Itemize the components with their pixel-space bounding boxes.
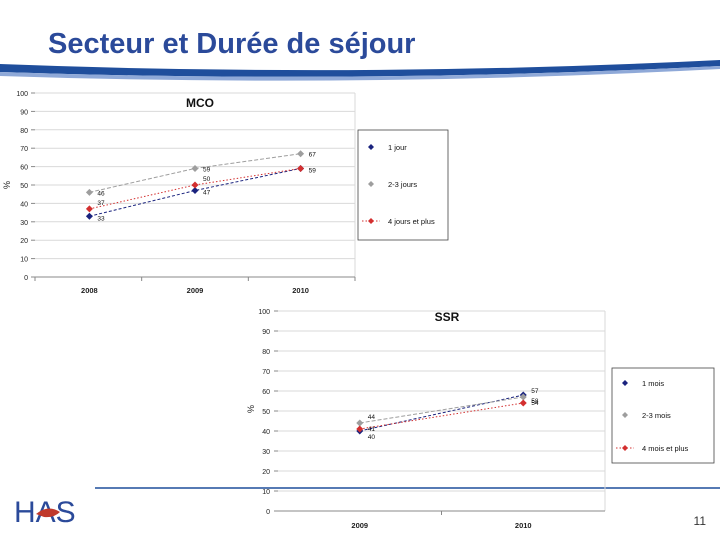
y-tick-label: 80	[20, 128, 28, 135]
data-label: 37	[97, 200, 105, 207]
data-label: 47	[203, 190, 211, 197]
series-line-0	[359, 394, 524, 432]
legend-label: 1 jour	[388, 143, 407, 152]
y-tick-label: 90	[262, 329, 270, 336]
data-label: 59	[309, 167, 317, 174]
data-label: 58	[531, 398, 539, 405]
legend-marker	[622, 412, 628, 418]
y-tick-label: 50	[262, 409, 270, 416]
header-band	[0, 60, 720, 81]
series-line-2	[359, 402, 524, 430]
data-point	[519, 399, 527, 407]
legend-marker	[368, 181, 374, 187]
y-tick-label: 70	[262, 369, 270, 376]
y-tick-label: 10	[20, 257, 28, 264]
data-label: 67	[309, 152, 317, 159]
y-tick-label: 60	[20, 165, 28, 172]
legend-marker	[622, 445, 628, 451]
data-label: 33	[97, 215, 105, 222]
data-label: 46	[97, 190, 105, 197]
series-line-2	[89, 167, 301, 210]
chart-title: SSR	[435, 310, 460, 324]
data-point	[519, 393, 527, 401]
series-line-0	[89, 167, 301, 217]
data-point	[297, 164, 305, 172]
chart-title: MCO	[186, 96, 214, 110]
chart-mco: 0 10 20 30 40 50 60 70 80 90 100 2008 2009 2010% MCO 33…	[2, 91, 449, 295]
legend-marker	[368, 144, 374, 150]
series-line-1	[359, 396, 524, 424]
y-tick-label: 0	[266, 509, 270, 516]
y-tick-label: 50	[20, 183, 28, 190]
data-label: 54	[531, 400, 539, 407]
data-point	[85, 188, 93, 196]
x-tick-label: 2008	[81, 286, 98, 295]
y-tick-label: 70	[20, 146, 28, 153]
x-tick-label: 2009	[187, 286, 204, 295]
y-tick-label: 30	[262, 449, 270, 456]
legend-label: 4 mois et plus	[642, 444, 689, 453]
data-label: 41	[368, 426, 376, 433]
data-point	[85, 205, 93, 213]
data-label: 40	[368, 434, 376, 441]
y-axis-label: %	[246, 405, 256, 413]
legend-marker	[622, 380, 628, 386]
data-point	[191, 164, 199, 172]
y-tick-label: 30	[20, 220, 28, 227]
y-tick-label: 100	[258, 309, 270, 316]
y-tick-label: 40	[262, 429, 270, 436]
y-tick-label: 40	[20, 201, 28, 208]
legend-label: 1 mois	[642, 379, 664, 388]
data-point	[297, 150, 305, 158]
chart-ssr: 0 10 20 30 40 50 60 70 80 90 100 2009 2010% SSR 40 58 44…	[246, 309, 715, 530]
y-tick-label: 100	[16, 91, 28, 98]
data-point	[191, 187, 199, 195]
legend-box	[611, 367, 715, 464]
data-point	[356, 425, 364, 433]
data-point	[85, 212, 93, 220]
y-tick-label: 20	[262, 469, 270, 476]
slide-title: Secteur et Durée de séjour	[48, 28, 416, 60]
data-label: 57	[531, 388, 539, 395]
data-point	[191, 181, 199, 189]
legend-label: 2-3 jours	[388, 180, 417, 189]
data-label: 44	[368, 414, 376, 421]
x-tick-label: 2010	[292, 286, 309, 295]
data-label: 50	[203, 176, 211, 183]
y-tick-label: 10	[262, 489, 270, 496]
y-tick-label: 0	[24, 275, 28, 282]
y-tick-label: 80	[262, 349, 270, 356]
x-tick-label: 2009	[351, 521, 368, 530]
page-number: 11	[693, 514, 706, 528]
legend-marker	[368, 218, 374, 224]
y-tick-label: 60	[262, 389, 270, 396]
has-logo: HAS	[14, 496, 76, 529]
x-tick-label: 2010	[515, 521, 532, 530]
legend-label: 2-3 mois	[642, 411, 671, 420]
legend-label: 4 jours et plus	[388, 217, 435, 226]
y-tick-label: 20	[20, 238, 28, 245]
y-tick-label: 90	[20, 109, 28, 116]
y-axis-label: %	[2, 181, 12, 189]
data-label: 59	[203, 166, 211, 173]
data-point	[356, 419, 364, 427]
